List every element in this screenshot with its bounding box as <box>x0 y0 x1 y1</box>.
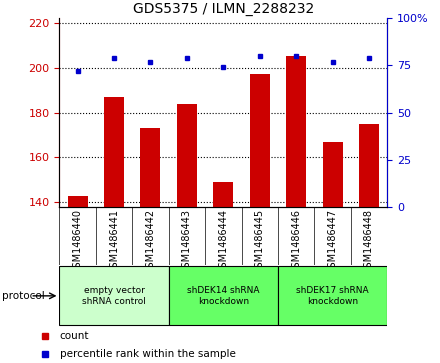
FancyBboxPatch shape <box>278 266 387 326</box>
Text: count: count <box>60 331 89 341</box>
Text: shDEK17 shRNA
knockdown: shDEK17 shRNA knockdown <box>296 286 369 306</box>
Text: GSM1486446: GSM1486446 <box>291 209 301 274</box>
Bar <box>323 142 343 207</box>
Bar <box>177 103 197 207</box>
Text: GSM1486447: GSM1486447 <box>327 209 337 274</box>
FancyBboxPatch shape <box>169 266 278 326</box>
Text: GSM1486443: GSM1486443 <box>182 209 192 274</box>
Bar <box>213 182 233 207</box>
Bar <box>104 97 124 207</box>
Bar <box>140 128 161 207</box>
Bar <box>286 56 306 207</box>
Bar <box>68 196 88 207</box>
Text: GSM1486448: GSM1486448 <box>364 209 374 274</box>
Text: GSM1486440: GSM1486440 <box>73 209 83 274</box>
Title: GDS5375 / ILMN_2288232: GDS5375 / ILMN_2288232 <box>133 2 314 16</box>
Text: GSM1486444: GSM1486444 <box>218 209 228 274</box>
Text: empty vector
shRNA control: empty vector shRNA control <box>82 286 146 306</box>
Text: shDEK14 shRNA
knockdown: shDEK14 shRNA knockdown <box>187 286 260 306</box>
FancyBboxPatch shape <box>59 266 169 326</box>
Text: protocol: protocol <box>2 291 45 301</box>
Text: GSM1486445: GSM1486445 <box>255 209 265 274</box>
Text: GSM1486442: GSM1486442 <box>146 209 155 274</box>
Text: GSM1486441: GSM1486441 <box>109 209 119 274</box>
Bar <box>359 124 379 207</box>
Bar <box>250 74 270 207</box>
Text: percentile rank within the sample: percentile rank within the sample <box>60 349 235 359</box>
